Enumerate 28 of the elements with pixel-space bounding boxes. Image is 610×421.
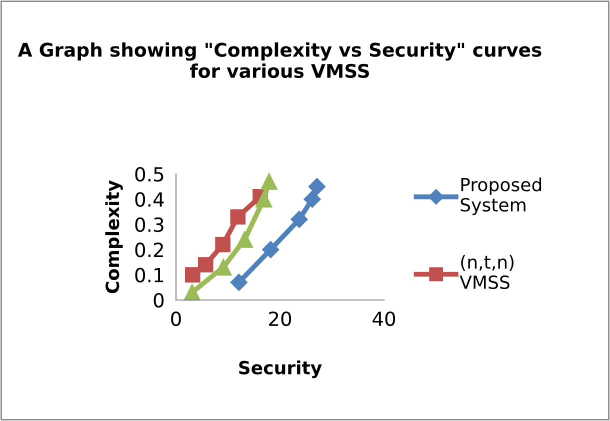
legend-label: Proposed System bbox=[460, 177, 542, 216]
point bbox=[260, 173, 278, 190]
x-tick-label: 40 bbox=[372, 311, 396, 326]
y-tick-label: 0.4 bbox=[135, 192, 164, 207]
point bbox=[256, 190, 272, 208]
point bbox=[308, 178, 326, 196]
x-tick-label: 20 bbox=[269, 311, 292, 326]
point bbox=[185, 267, 200, 282]
y-tick-label: 0 bbox=[154, 292, 164, 308]
point bbox=[215, 236, 230, 252]
point bbox=[262, 241, 280, 258]
chart-title: A Graph showing "Complexity vs Security" curves for various VMSS bbox=[18, 42, 542, 78]
y-tick-label: 0.5 bbox=[135, 166, 164, 182]
x-tick-label: 0 bbox=[171, 311, 181, 326]
y-axis-title: Complexity bbox=[105, 180, 123, 294]
point bbox=[214, 258, 232, 276]
point bbox=[230, 209, 246, 224]
x-axis-title: Security bbox=[239, 360, 322, 378]
y-tick-label: 0.2 bbox=[135, 242, 163, 258]
y-tick-label: 0.3 bbox=[135, 217, 164, 232]
point bbox=[198, 257, 214, 272]
y-tick-label: 0.1 bbox=[135, 268, 164, 282]
point bbox=[236, 231, 253, 248]
point bbox=[184, 284, 200, 301]
point bbox=[230, 274, 248, 291]
legend-label: (n,t,n) VMSS bbox=[460, 254, 514, 290]
point bbox=[304, 190, 321, 208]
point bbox=[290, 210, 308, 228]
